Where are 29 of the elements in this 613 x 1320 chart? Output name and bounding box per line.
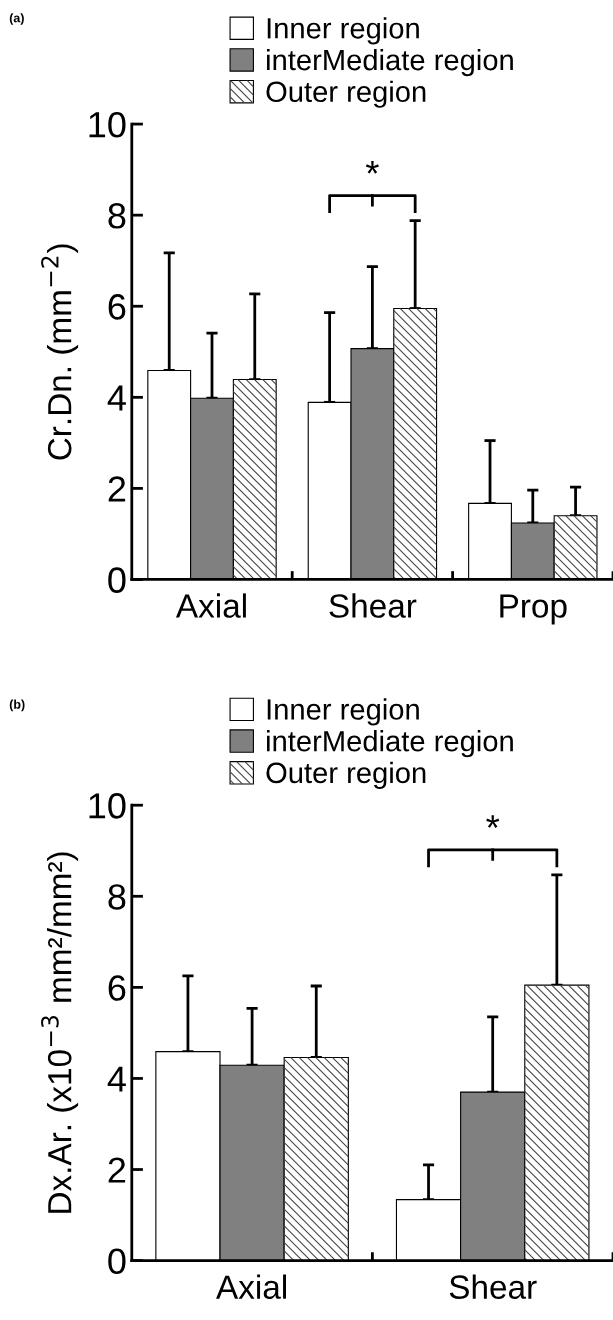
x-tick-label: Shear [449, 1274, 537, 1299]
x-tick-label: Shear [329, 593, 417, 618]
y-tick-label: 6 [108, 294, 126, 320]
y-tick-label: 6 [108, 975, 126, 1001]
x-tick-label: Prop [500, 594, 567, 625]
legend-label: interMediate region [267, 730, 513, 758]
legend-label: Outer region [266, 761, 426, 789]
y-tick-label: 8 [108, 884, 126, 910]
annotation: * [486, 815, 500, 828]
legend-label: interMediate region [267, 48, 513, 77]
text: (b) [9, 699, 25, 712]
x-tick-label: Axial [216, 1274, 286, 1299]
y-axis-title: Cr.Dn. (mm$^{−2}$) [41, 244, 79, 460]
y-tick-label: 8 [108, 203, 126, 229]
y-tick-label: 0 [108, 567, 126, 593]
annotation: * [365, 160, 379, 174]
y-tick-label: 4 [107, 385, 126, 411]
y-tick-label: 10 [89, 793, 126, 819]
legend-label: Inner region [267, 17, 419, 45]
x-tick-label: Axial [175, 593, 246, 618]
y-axis-title: Dx.Ar. (x10$^{−3}$ mm²/mm²) [41, 852, 79, 1213]
y-tick-label: 4 [107, 1066, 126, 1092]
y-tick-label: 2 [108, 476, 126, 502]
y-tick-label: 2 [108, 1157, 126, 1183]
y-tick-label: 0 [108, 1248, 126, 1275]
legend-label: Inner region [267, 698, 419, 726]
legend-label: Outer region [266, 80, 426, 108]
text: (a) [9, 13, 24, 25]
y-tick-label: 10 [89, 111, 126, 138]
